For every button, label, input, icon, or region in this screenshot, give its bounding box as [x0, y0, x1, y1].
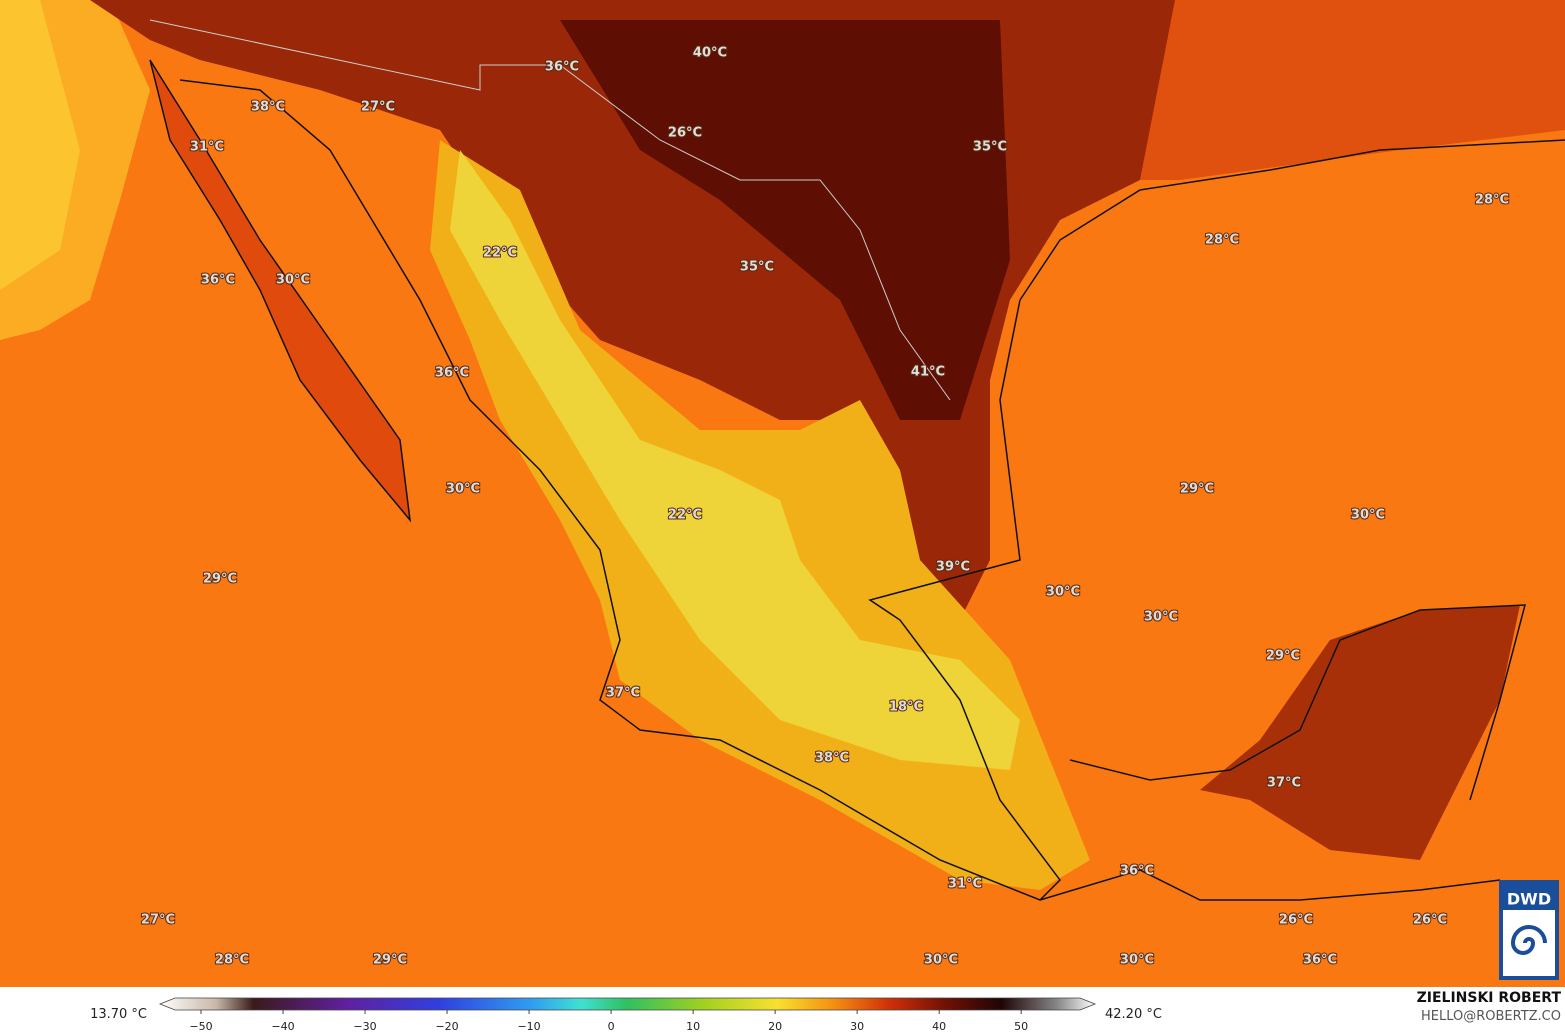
map-background: [0, 0, 1565, 987]
temperature-label: 38°C: [815, 751, 849, 766]
colorbar: [158, 997, 1097, 1011]
temperature-label: 26°C: [668, 126, 702, 141]
temperature-label: 30°C: [1144, 610, 1178, 625]
temperature-label: 26°C: [1279, 913, 1313, 928]
colorbar-max: 42.20 °C: [1105, 1007, 1162, 1022]
temperature-label: 29°C: [203, 572, 237, 587]
colorbar-tick-label: 10: [686, 1020, 700, 1033]
colorbar-tick-label: −10: [517, 1020, 540, 1033]
temperature-label: 40°C: [693, 46, 727, 61]
temperature-label: 30°C: [446, 482, 480, 497]
temperature-label: 36°C: [201, 273, 235, 288]
temperature-label: 41°C: [911, 365, 945, 380]
temperature-label: 31°C: [190, 140, 224, 155]
temperature-label: 30°C: [276, 273, 310, 288]
colorbar-tick-label: −50: [189, 1020, 212, 1033]
temperature-label: 28°C: [215, 953, 249, 968]
colorbar-tick-label: −20: [435, 1020, 458, 1033]
temperature-label: 29°C: [1180, 482, 1214, 497]
temperature-label: 27°C: [361, 100, 395, 115]
temperature-label: 26°C: [1413, 913, 1447, 928]
temperature-label: 31°C: [948, 877, 982, 892]
temperature-label: 30°C: [1120, 953, 1154, 968]
temperature-label: 27°C: [141, 913, 175, 928]
temperature-label: 22°C: [668, 508, 702, 523]
temperature-label: 37°C: [1267, 776, 1301, 791]
temperature-label: 37°C: [606, 686, 640, 701]
colorbar-tick-label: 50: [1014, 1020, 1028, 1033]
temperature-label: 28°C: [1475, 193, 1509, 208]
temperature-label: 36°C: [545, 60, 579, 75]
contact: HELLO@ROBERTZ.CO: [1421, 1009, 1561, 1024]
temperature-label: 22°C: [483, 246, 517, 261]
temperature-label: 29°C: [1266, 649, 1300, 664]
colorbar-tick-label: 0: [608, 1020, 615, 1033]
temperature-label: 36°C: [1303, 953, 1337, 968]
colorbar-tick-label: 30: [850, 1020, 864, 1033]
temperature-label: 36°C: [435, 366, 469, 381]
temperature-label: 29°C: [373, 953, 407, 968]
temperature-label: 30°C: [924, 953, 958, 968]
temperature-label: 30°C: [1351, 508, 1385, 523]
colorbar-min: 13.70 °C: [90, 1007, 147, 1022]
temperature-label: 36°C: [1120, 864, 1154, 879]
temperature-label: 35°C: [973, 140, 1007, 155]
colorbar-tick-label: 20: [768, 1020, 782, 1033]
temperature-label: 38°C: [251, 100, 285, 115]
temperature-label: 18°C: [889, 700, 923, 715]
colorbar-tick-label: 40: [932, 1020, 946, 1033]
colorbar-tick-label: −30: [353, 1020, 376, 1033]
author: ZIELINSKI ROBERT: [1417, 990, 1562, 1006]
colorbar-tick-label: −40: [271, 1020, 294, 1033]
temperature-label: 28°C: [1205, 233, 1239, 248]
dwd-logo: DWD: [1499, 880, 1559, 980]
temperature-label: 30°C: [1046, 585, 1080, 600]
temperature-label: 39°C: [936, 560, 970, 575]
logo-text: DWD: [1507, 890, 1551, 909]
temperature-label: 35°C: [740, 260, 774, 275]
